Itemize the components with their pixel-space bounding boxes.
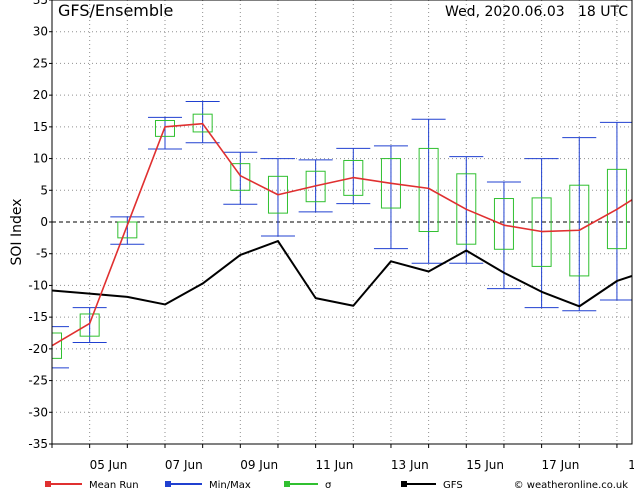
legend-label-mean-run: Mean Run — [89, 480, 139, 490]
y-tick-label: -15 — [28, 310, 48, 324]
mean-run-line — [52, 122, 632, 347]
line-series — [52, 122, 632, 347]
legend-item-mean-run: Mean Run — [45, 480, 139, 491]
y-tick-label: -30 — [28, 405, 48, 419]
chart-title: GFS/Ensemble — [58, 1, 173, 20]
x-tick-label: 07 Jun — [165, 458, 203, 472]
sigma-box — [79, 313, 100, 337]
x-tick-label: 15 Jun — [466, 458, 504, 472]
sigma-box — [456, 173, 477, 245]
sigma-box — [267, 175, 288, 214]
sigma-box — [343, 159, 364, 196]
x-tick-label: 19 — [628, 458, 634, 472]
plot-frame — [51, 0, 633, 445]
sigma-box — [418, 147, 439, 233]
sigma-box — [380, 158, 401, 209]
y-tick-label: 15 — [33, 120, 48, 134]
sigma-box — [117, 221, 138, 239]
minmax-series — [52, 100, 632, 369]
legend-marker-mean-run — [45, 481, 51, 487]
sigma-series — [52, 113, 627, 359]
gfs-line — [52, 240, 632, 308]
credit-text: © weatheronline.co.uk — [514, 480, 629, 490]
y-tick-label: -20 — [28, 342, 48, 356]
legend-label-gfs: GFS — [443, 480, 463, 490]
y-axis-label: SOI Index — [9, 198, 25, 265]
legend: Mean Run Min/Max σ GFS © weatheronline.c… — [45, 480, 629, 491]
sigma-box — [154, 120, 175, 137]
y-tick-label: -35 — [28, 437, 48, 451]
y-tick-labels: 35 30 25 20 15 10 5 0 -5 -10 -15 -20 -25 -30 -35 — [28, 0, 48, 451]
legend-item-sigma: σ — [284, 480, 332, 491]
sigma-box — [230, 163, 251, 191]
y-tick-label: 25 — [33, 56, 48, 70]
x-tick-label: 17 Jun — [542, 458, 580, 472]
x-tick-label: 13 Jun — [391, 458, 429, 472]
x-tick-label: 05 Jun — [90, 458, 128, 472]
y-tick-label: -25 — [28, 374, 48, 388]
y-tick-label: 0 — [40, 215, 48, 229]
x-tick-label: 11 Jun — [316, 458, 354, 472]
x-tick-label: 09 Jun — [240, 458, 278, 472]
legend-item-gfs: GFS — [401, 480, 463, 491]
grid-layer — [49, 0, 632, 448]
y-tick-label: 10 — [33, 152, 48, 166]
legend-marker-gfs — [401, 481, 407, 487]
sigma-box — [531, 197, 552, 267]
sigma-box — [192, 113, 213, 133]
y-tick-label: 30 — [33, 25, 48, 39]
sigma-box — [606, 168, 627, 250]
sigma-box — [52, 332, 62, 359]
legend-label-sigma: σ — [325, 480, 332, 490]
y-tick-label: 35 — [33, 0, 48, 7]
legend-marker-minmax — [165, 481, 171, 487]
legend-marker-sigma — [284, 481, 290, 487]
run-datetime: Wed, 2020.06.03 18 UTC — [445, 4, 628, 20]
y-tick-label: -5 — [36, 247, 48, 261]
y-tick-label: 20 — [33, 88, 48, 102]
sigma-box — [493, 198, 514, 250]
legend-label-minmax: Min/Max — [209, 480, 251, 490]
legend-item-minmax: Min/Max — [165, 480, 251, 491]
y-tick-label: -10 — [28, 278, 48, 292]
x-tick-labels: 05 Jun 07 Jun 09 Jun 11 Jun 13 Jun 15 Jun 17 J… — [90, 458, 634, 472]
y-tick-label: 5 — [40, 183, 48, 197]
sigma-box — [305, 170, 326, 203]
